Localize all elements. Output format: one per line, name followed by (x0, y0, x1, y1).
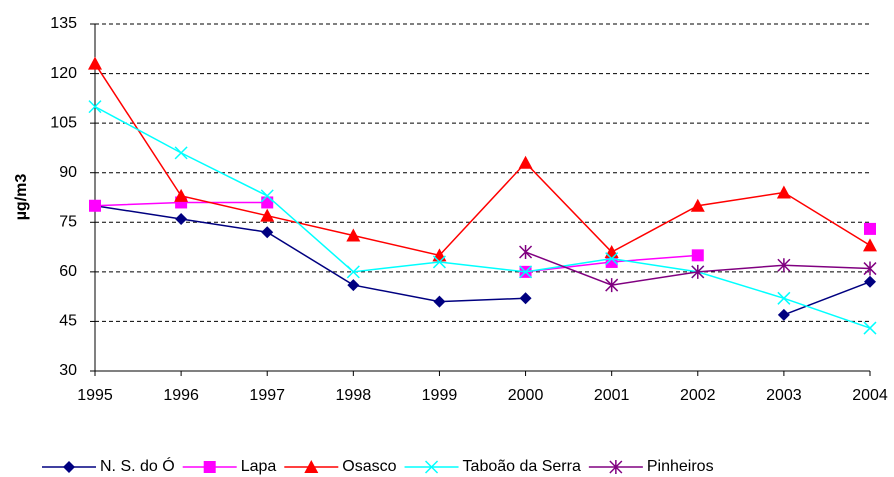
marker (777, 308, 790, 321)
marker (346, 265, 360, 279)
marker (174, 146, 188, 160)
marker (519, 245, 533, 260)
marker (863, 321, 877, 335)
y-tick-label: 105 (50, 114, 77, 131)
marker (433, 295, 446, 308)
x-tick-label: 2003 (766, 387, 802, 404)
marker (175, 212, 188, 225)
marker (425, 460, 439, 474)
y-tick-label: 90 (59, 164, 77, 181)
marker (63, 461, 75, 473)
legend-label: Lapa (241, 458, 277, 475)
x-tick-label: 1996 (163, 387, 199, 404)
y-axis-label: µg/m3 (13, 174, 30, 221)
marker (174, 188, 189, 202)
marker (304, 460, 319, 473)
y-tick-label: 30 (59, 362, 77, 379)
marker (88, 100, 102, 114)
x-tick-label: 1998 (336, 387, 372, 404)
x-tick-label: 1999 (422, 387, 458, 404)
marker (519, 265, 533, 279)
marker (261, 196, 274, 209)
marker (519, 292, 532, 305)
legend-label: Pinheiros (647, 458, 714, 475)
marker (691, 264, 705, 279)
marker (605, 278, 619, 293)
series-line (94, 63, 871, 257)
y-tick-label: 75 (59, 214, 77, 231)
marker (88, 56, 102, 70)
marker (690, 198, 705, 212)
marker (863, 238, 877, 252)
marker (776, 185, 791, 199)
marker (863, 261, 877, 276)
marker (89, 199, 101, 212)
marker (605, 252, 619, 266)
marker (864, 275, 876, 288)
x-tick-label: 1997 (249, 387, 285, 404)
marker (777, 258, 791, 273)
legend-label: Osasco (342, 458, 396, 475)
marker (609, 460, 623, 474)
marker (777, 291, 791, 305)
marker (347, 279, 360, 292)
x-tick-label: 1995 (77, 387, 113, 404)
marker (691, 249, 704, 262)
legend-label: Taboão da Serra (463, 458, 581, 475)
marker (260, 189, 274, 203)
x-tick-label: 2001 (594, 387, 630, 404)
y-tick-label: 120 (50, 65, 77, 82)
marker (432, 255, 446, 269)
y-tick-label: 45 (59, 313, 77, 330)
x-tick-label: 2002 (680, 387, 716, 404)
x-tick-label: 2000 (508, 387, 544, 404)
x-tick-label: 2004 (852, 387, 888, 404)
legend-label: N. S. do Ó (100, 456, 175, 475)
y-tick-label: 135 (50, 15, 77, 32)
marker (864, 222, 876, 235)
series-line (94, 105, 871, 329)
series-line (94, 205, 871, 316)
y-tick-label: 60 (59, 263, 77, 280)
marker (260, 208, 275, 222)
marker (518, 155, 533, 169)
series-line (95, 202, 870, 271)
marker (261, 226, 274, 239)
marker (346, 228, 361, 242)
marker (203, 461, 216, 473)
